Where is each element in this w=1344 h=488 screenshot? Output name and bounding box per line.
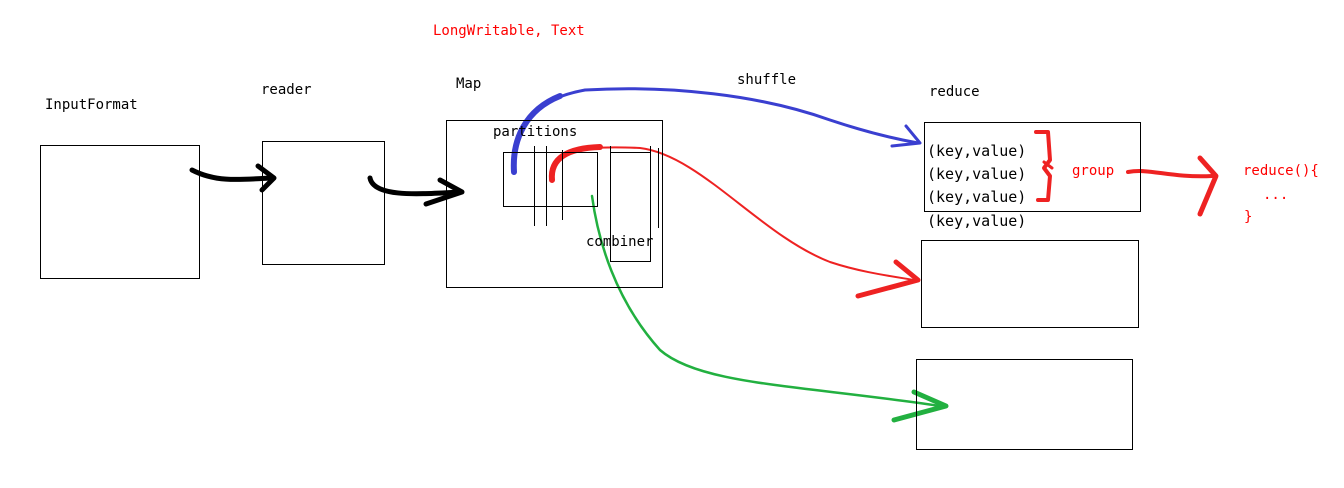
group-to-reduce-arrowhead <box>1197 155 1219 217</box>
reduce-function-close: } <box>1244 209 1253 225</box>
group-brace-tip <box>1042 160 1054 170</box>
shuffle-blue-arrow-thick <box>510 93 563 175</box>
inputformat-label: InputFormat <box>45 97 138 113</box>
partition-red-arrowhead <box>855 259 921 299</box>
key-value-type-annotation: LongWritable, Text <box>433 23 585 39</box>
group-brace <box>1034 130 1052 202</box>
reduce-record: (key,value) <box>927 165 1027 183</box>
reduce-label: reduce <box>929 84 980 100</box>
partition-red-arrow-thick <box>548 144 603 183</box>
combiner-label: combiner <box>586 234 654 250</box>
reader-to-map-arrowhead <box>423 177 465 207</box>
combiner-divider <box>610 261 650 262</box>
combiner-divider <box>658 148 659 228</box>
combiner-divider <box>610 152 650 153</box>
inputformat-to-reader-arrow <box>189 167 273 183</box>
reducer-box-3 <box>916 359 1133 450</box>
reduce-record: (key,value) <box>927 188 1027 206</box>
combiner-green-arrowhead <box>891 389 949 423</box>
partitions-box <box>503 152 598 207</box>
partition-divider <box>546 146 547 226</box>
reader-label: reader <box>261 82 312 98</box>
inputformat-box <box>40 145 200 279</box>
combiner-divider <box>610 146 611 262</box>
map-label: Map <box>456 76 482 92</box>
partition-divider <box>534 146 535 226</box>
reader-to-map-arrow <box>367 175 463 197</box>
shuffle-label: shuffle <box>737 72 797 88</box>
reduce-record: (key,value) <box>927 212 1027 230</box>
reduce-record: (key,value) <box>927 142 1027 160</box>
shuffle-blue-arrowhead <box>890 124 922 148</box>
group-label: group <box>1072 163 1115 179</box>
reducer-box-2 <box>921 240 1139 328</box>
inputformat-to-reader-arrowhead <box>255 163 277 193</box>
partitions-label: partitions <box>493 124 578 140</box>
reader-box <box>262 141 385 265</box>
combiner-green-arrow <box>590 194 942 408</box>
reducer-box-1 <box>924 122 1141 212</box>
partition-divider <box>562 150 563 220</box>
reduce-function-signature: reduce(){ <box>1243 163 1319 179</box>
combiner-divider <box>650 146 651 262</box>
reduce-function-body: ... <box>1263 187 1289 203</box>
map-box <box>446 120 663 288</box>
group-to-reduce-arrow <box>1126 169 1214 179</box>
